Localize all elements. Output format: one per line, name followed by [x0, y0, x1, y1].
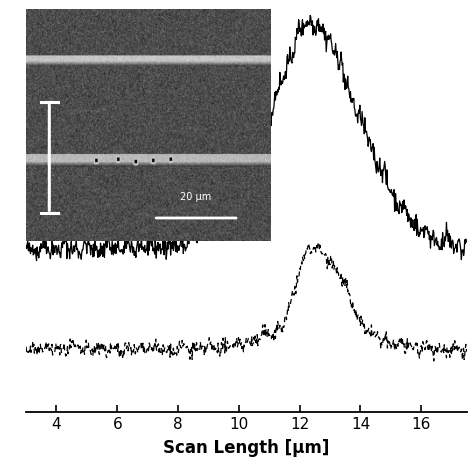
X-axis label: Scan Length [μm]: Scan Length [μm]: [163, 439, 330, 457]
